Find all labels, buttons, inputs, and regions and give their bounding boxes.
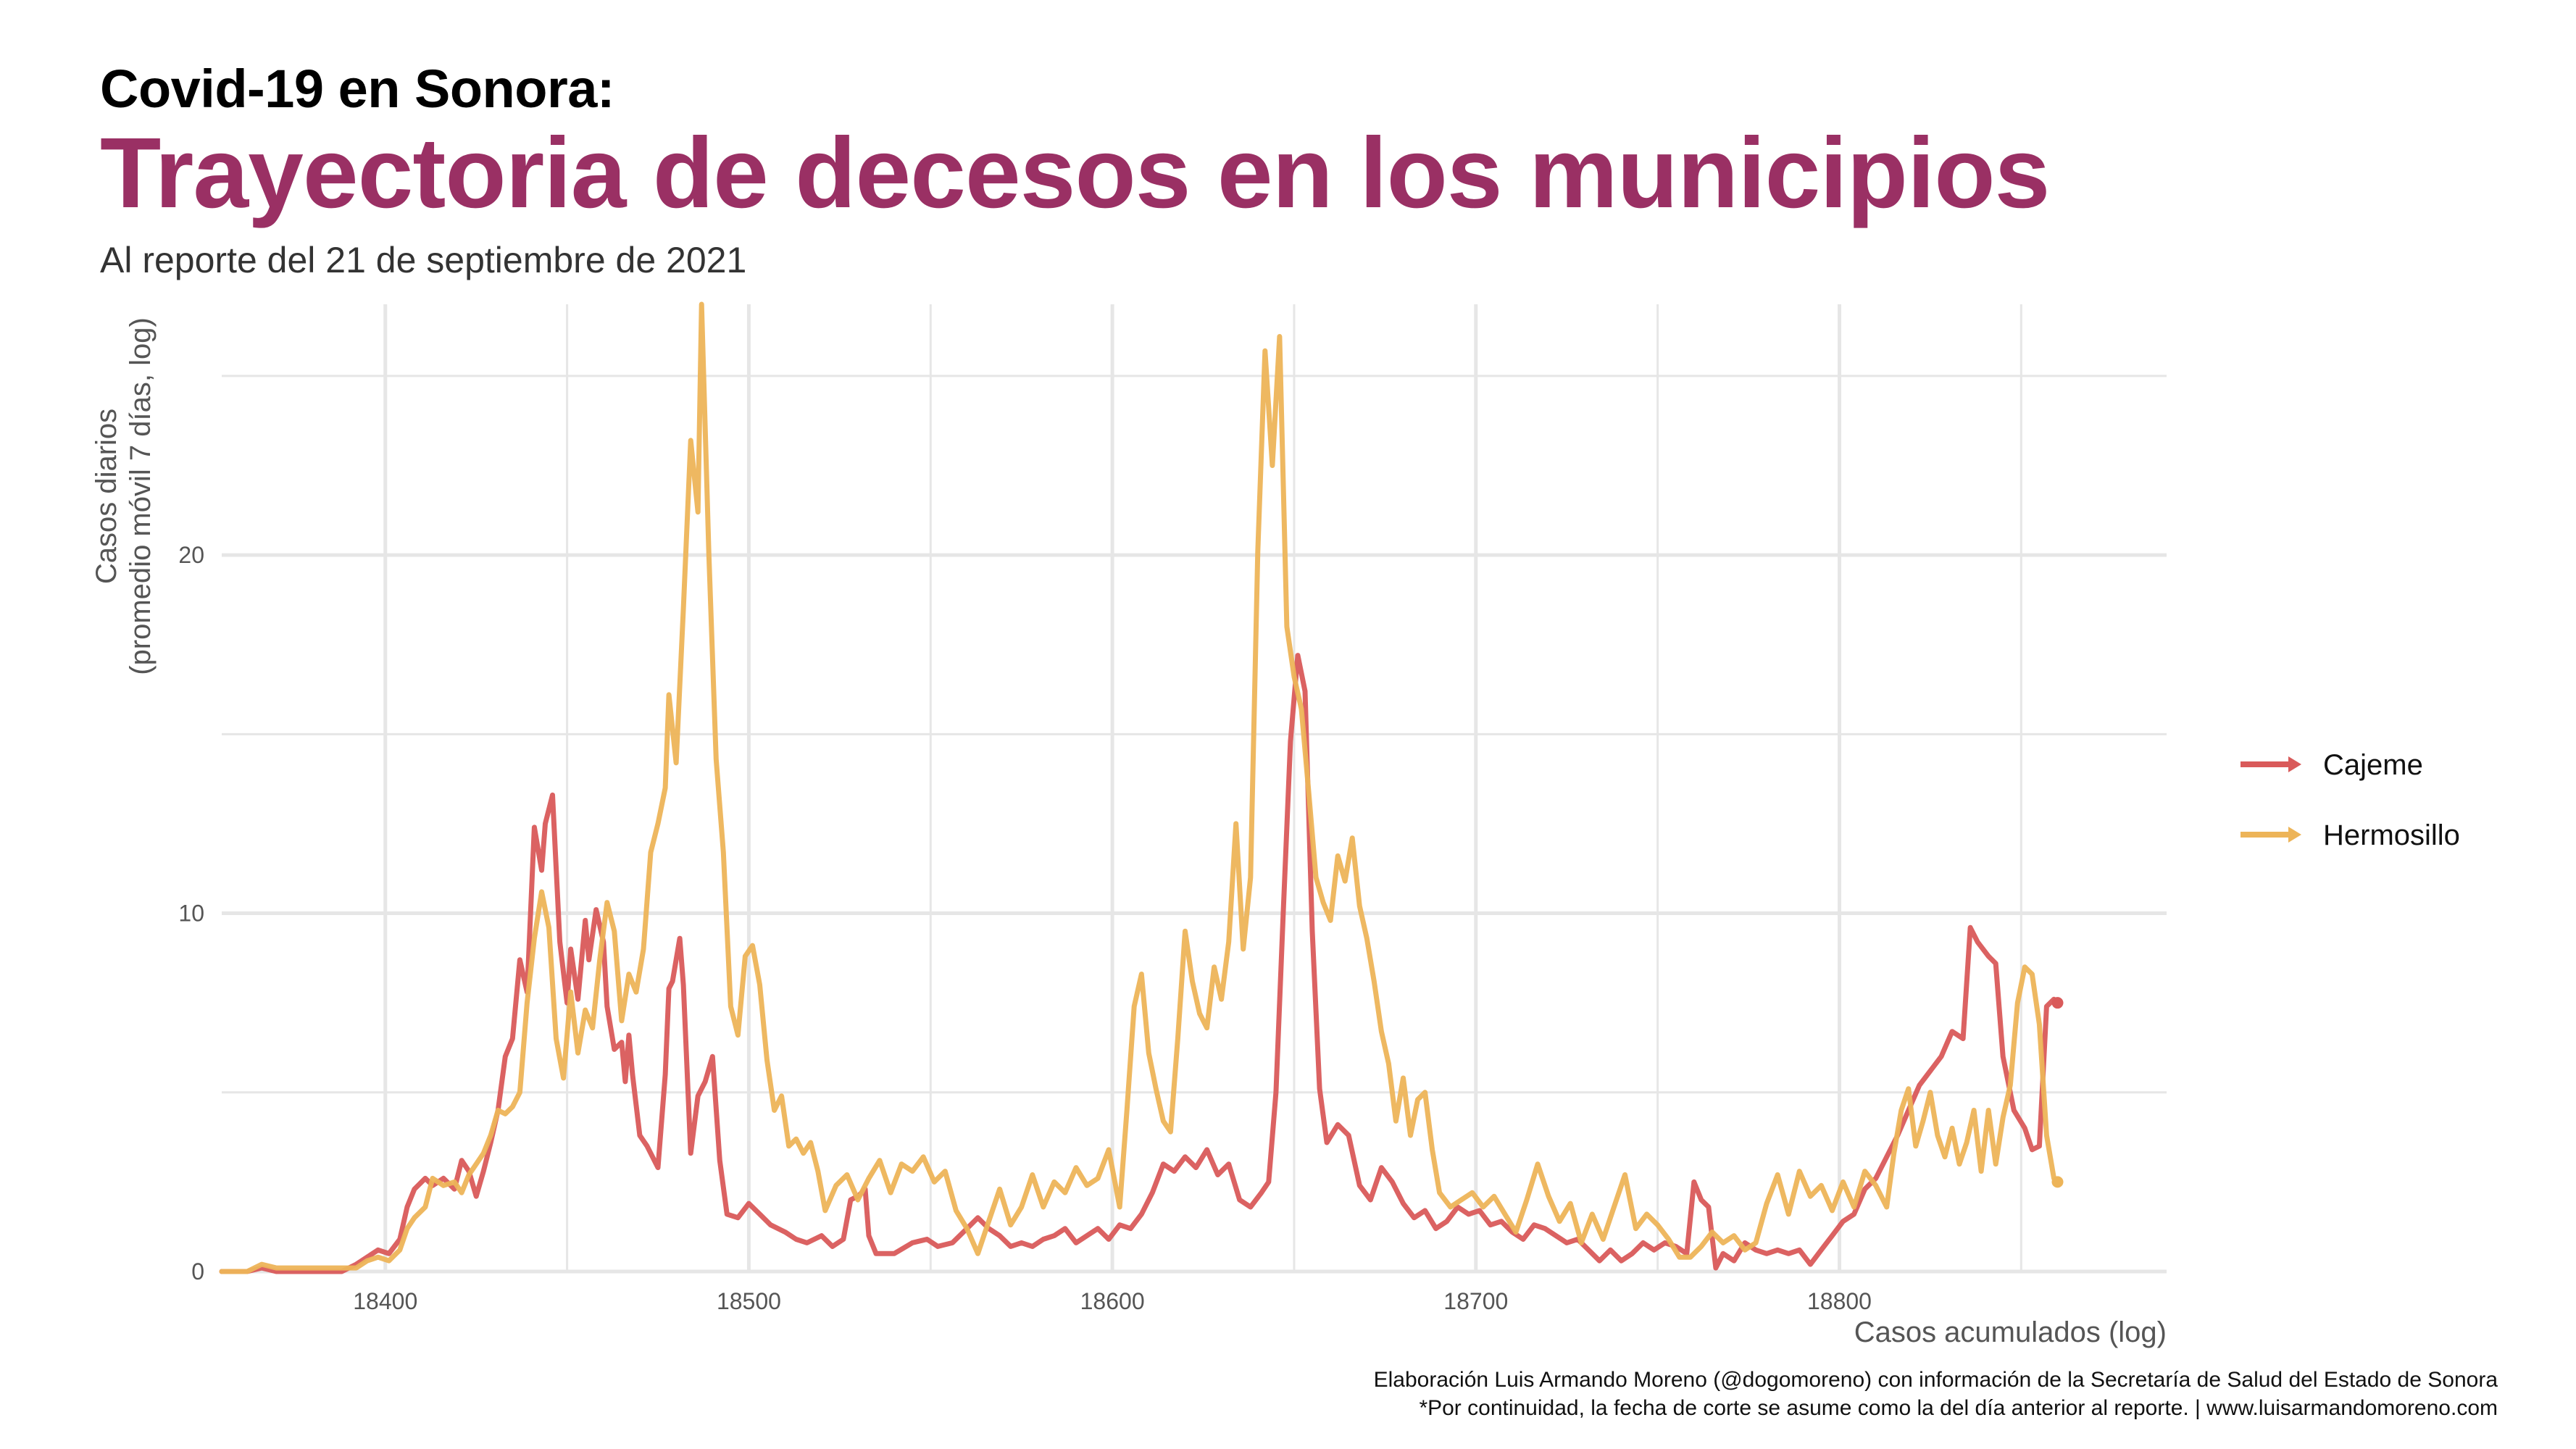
tick-labels: 18400 18500 18600 18700 18800 0 10 20 — [178, 542, 1872, 1314]
legend-arrow-icon — [2288, 756, 2301, 772]
chart-subtitle: Al reporte del 21 de septiembre de 2021 — [100, 240, 747, 280]
footer-line-2: *Por continuidad, la fecha de corte se a… — [1419, 1396, 2498, 1420]
x-tick-label: 18600 — [1080, 1288, 1145, 1314]
x-tick-label: 18400 — [353, 1288, 417, 1314]
y-tick-label: 20 — [178, 542, 204, 568]
legend: Cajeme Hermosillo — [2241, 749, 2460, 851]
grid-lines — [222, 304, 2167, 1274]
legend-arrow-icon — [2288, 827, 2301, 843]
footer-credits: Elaboración Luis Armando Moreno (@dogomo… — [1374, 1366, 2498, 1422]
y-axis-title: Casos diarios (promedio móvil 7 días, lo… — [91, 317, 157, 675]
legend-label-cajeme: Cajeme — [2323, 749, 2423, 781]
x-axis-title: Casos acumulados (log) — [1854, 1316, 2167, 1348]
chart-kicker: Covid-19 en Sonora: — [100, 59, 615, 119]
x-tick-label: 18500 — [717, 1288, 781, 1314]
x-tick-label: 18800 — [1807, 1288, 1872, 1314]
footer-line-1: Elaboración Luis Armando Moreno (@dogomo… — [1373, 1368, 2498, 1392]
y-tick-label: 0 — [191, 1258, 204, 1285]
chart-title: Trayectoria de decesos en los municipios — [100, 117, 2050, 229]
y-axis-title-line2: (promedio móvil 7 días, log) — [125, 317, 157, 675]
y-axis-title-line1: Casos diarios — [91, 409, 122, 584]
series-layer — [219, 301, 2064, 1274]
x-tick-label: 18700 — [1443, 1288, 1508, 1314]
series-line-hermosillo — [219, 301, 2060, 1274]
legend-label-hermosillo: Hermosillo — [2323, 819, 2460, 851]
series-line-cajeme — [219, 653, 2060, 1274]
y-tick-label: 10 — [178, 901, 204, 927]
series-end-marker-hermosillo — [2051, 1176, 2064, 1188]
series-end-marker-cajeme — [2051, 997, 2064, 1009]
